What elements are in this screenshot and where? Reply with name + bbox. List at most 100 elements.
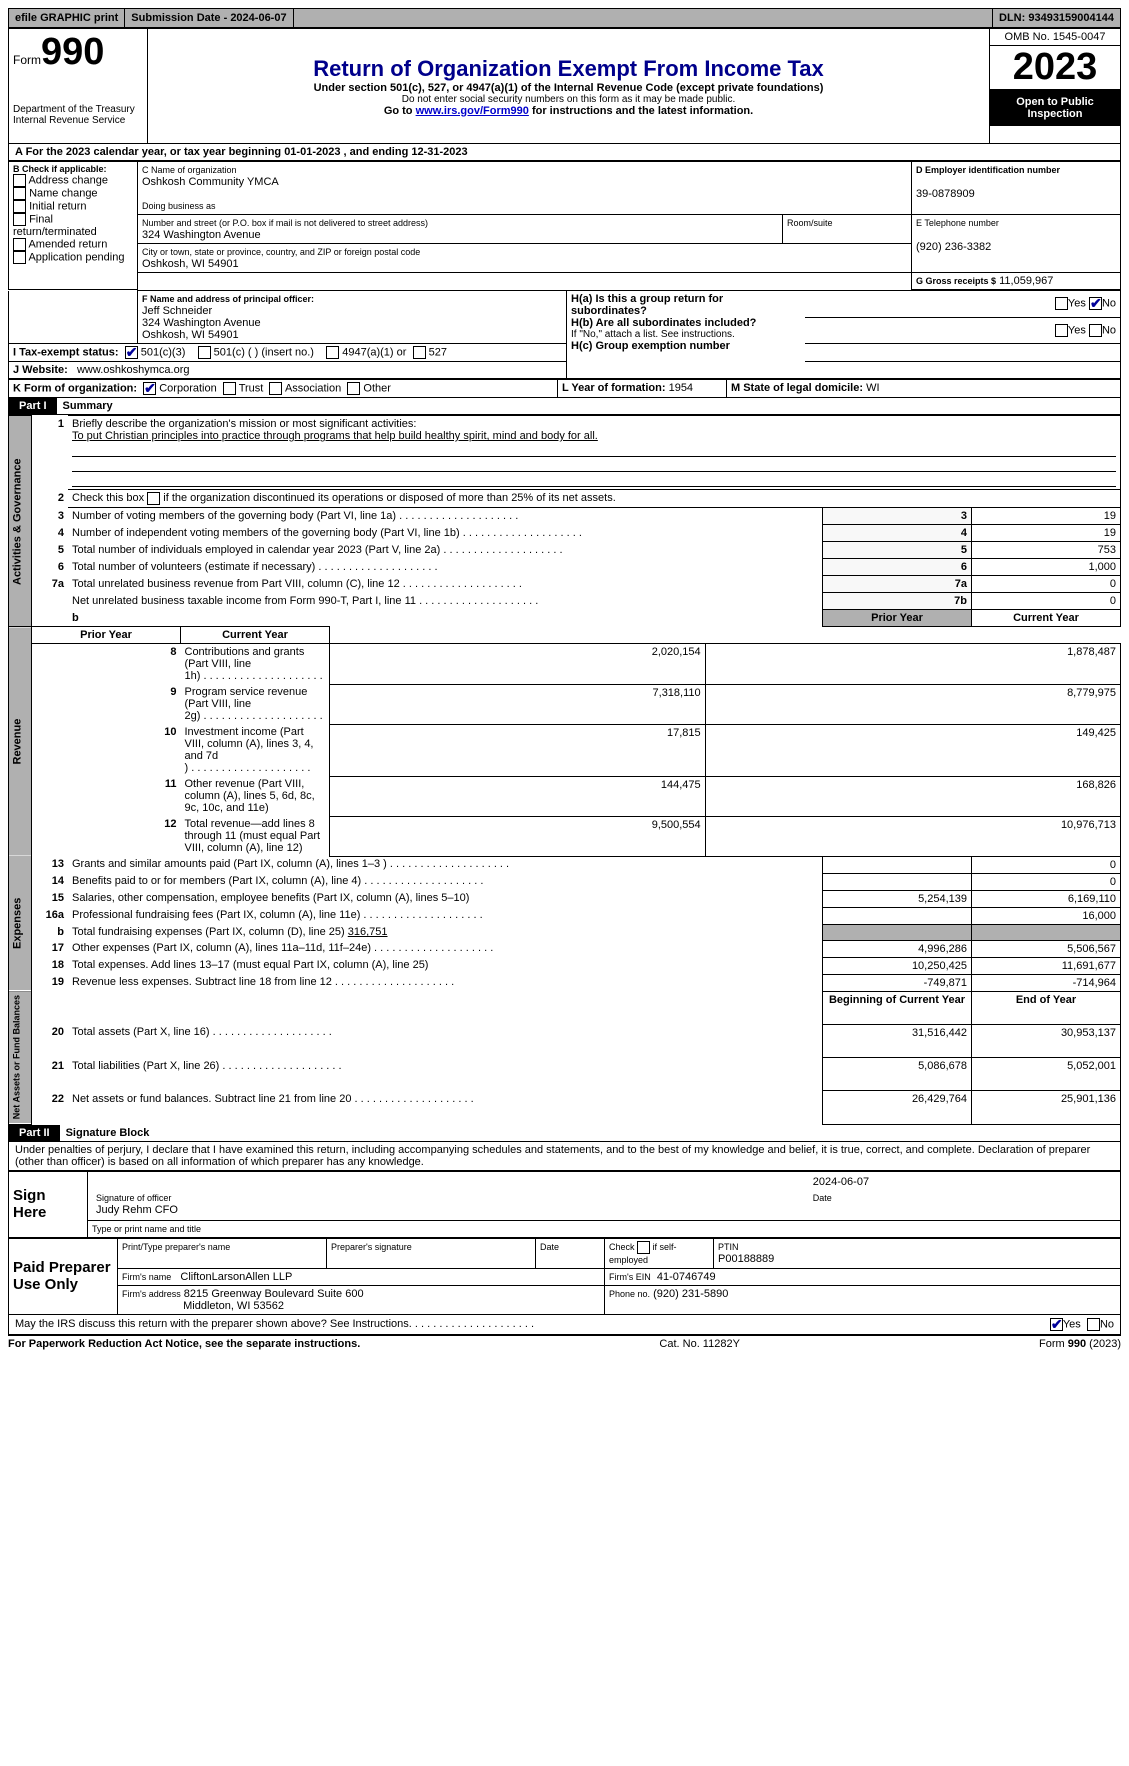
hb-yes[interactable] [1055,324,1068,337]
domicile-label: M State of legal domicile: [731,382,863,394]
cb-initial-return[interactable]: Initial return [13,200,133,213]
part1-title: Summary [57,398,119,414]
cb-address-change[interactable]: Address change [13,174,133,187]
netassets-table: Net Assets or Fund Balances Beginning of… [8,991,1121,1125]
ha-label: H(a) Is this a group return for subordin… [571,293,723,317]
gov-line-3: Number of voting members of the governin… [72,510,518,522]
discuss-yes[interactable] [1050,1318,1063,1331]
officer-label: F Name and address of principal officer: [142,294,314,304]
gov-val-7a: 0 [972,576,1121,593]
phone-label: E Telephone number [916,218,999,228]
domicile: WI [866,382,879,394]
cb-final-return[interactable]: Final return/terminated [13,213,133,238]
prep-name-label: Print/Type preparer's name [122,1242,230,1252]
efile-label: efile GRAPHIC print [9,9,125,27]
mission-text: To put Christian principles into practic… [72,430,598,442]
firm-ein-label: Firm's EIN [609,1272,651,1282]
ha-no[interactable] [1089,297,1102,310]
fh-block: F Name and address of principal officer:… [8,290,1121,379]
cb-corp[interactable] [143,382,156,395]
irs-label: Internal Revenue Service [13,115,143,126]
gross-value: 11,059,967 [999,275,1053,287]
na-line-22: Net assets or fund balances. Subtract li… [72,1093,474,1105]
paid-preparer-label: Paid Preparer Use Only [9,1238,118,1314]
firm-addr-label: Firm's address [122,1289,181,1299]
exp-line-13: Grants and similar amounts paid (Part IX… [72,858,509,870]
exp-line-16a: Professional fundraising fees (Part IX, … [72,909,483,921]
hdr-cy2: Current Year [181,627,330,644]
rev-line-11: Other revenue (Part VIII, column (A), li… [185,778,315,814]
form-org-label: K Form of organization: [13,382,137,394]
section-exp: Expenses [9,856,32,991]
hdr-prior-year: Prior Year [823,610,972,627]
ptin-label: PTIN [718,1242,739,1252]
cb-501c3[interactable] [125,346,138,359]
prep-sig-label: Preparer's signature [331,1242,412,1252]
subtitle-2: Do not enter social security numbers on … [152,94,985,105]
perjury-text: Under penalties of perjury, I declare th… [8,1142,1121,1171]
gov-line-6: Total number of volunteers (estimate if … [72,561,438,573]
gross-label: G Gross receipts $ [916,276,996,286]
subtitle-3: Go to www.irs.gov/Form990 for instructio… [152,105,985,117]
officer-sig-name: Judy Rehm CFO [96,1204,178,1216]
room-label: Room/suite [787,218,833,228]
footer-right: Form 990 (2023) [1039,1338,1121,1350]
cb-self-employed[interactable] [637,1241,650,1254]
na-line-20: Total assets (Part X, line 16) [72,1026,332,1038]
section-rev: Revenue [9,627,32,857]
cb-4947[interactable] [326,346,339,359]
phone-value: (920) 236-3382 [916,241,991,253]
cb-501c[interactable] [198,346,211,359]
cb-amended-return[interactable]: Amended return [13,238,133,251]
footer-left: For Paperwork Reduction Act Notice, see … [8,1338,360,1350]
part2-title: Signature Block [60,1125,156,1141]
gov-line-7b: Net unrelated business taxable income fr… [72,595,538,607]
firm-ein: 41-0746749 [657,1271,716,1283]
tax-year: 2023 [1013,46,1098,88]
cb-527[interactable] [413,346,426,359]
ptin-value: P00188889 [718,1253,774,1265]
subtitle-1: Under section 501(c), 527, or 4947(a)(1)… [152,82,985,94]
gov-line-4: Number of independent voting members of … [72,527,582,539]
exp-16b-val: 316,751 [348,926,388,938]
gov-val-6: 1,000 [972,559,1121,576]
cb-discontinued[interactable] [147,492,160,505]
irs-link[interactable]: www.irs.gov/Form990 [416,105,529,117]
submission-date: Submission Date - 2024-06-07 [125,9,293,27]
ha-yes[interactable] [1055,297,1068,310]
street-label: Number and street (or P.O. box if mail i… [142,218,428,228]
cb-app-pending[interactable]: Application pending [13,251,133,264]
box-b-label: B Check if applicable: [13,164,133,174]
hb-note: If "No," attach a list. See instructions… [571,329,801,340]
rev-line-8: Contributions and grants (Part VIII, lin… [185,646,323,682]
tax-exempt-label: I Tax-exempt status: [13,346,119,358]
line2-text: Check this box if the organization disco… [72,492,616,504]
sign-here-label: Sign Here [9,1171,88,1237]
dba-label: Doing business as [142,201,216,211]
hdr-bcy: Beginning of Current Year [823,991,972,1024]
cb-trust[interactable] [223,382,236,395]
prep-date-label: Date [540,1242,559,1252]
cb-other[interactable] [347,382,360,395]
open-public: Open to Public Inspection [990,90,1120,126]
discuss-no[interactable] [1087,1318,1100,1331]
sign-block: Sign Here 2024-06-07 Signature of office… [8,1171,1121,1238]
hb-label: H(b) Are all subordinates included? [571,317,756,329]
discuss-row: May the IRS discuss this return with the… [8,1315,1121,1335]
org-name-label: C Name of organization [142,165,237,175]
exp-line-19: Revenue less expenses. Subtract line 18 … [72,976,454,988]
cb-name-change[interactable]: Name change [13,187,133,200]
gov-line-7a: Total unrelated business revenue from Pa… [72,578,522,590]
line-a: A For the 2023 calendar year, or tax yea… [8,144,1121,161]
firm-addr2: Middleton, WI 53562 [183,1300,284,1312]
dept-treasury: Department of the Treasury [13,104,143,115]
part1-num: Part I [9,398,57,414]
firm-phone-label: Phone no. [609,1289,650,1299]
dln: DLN: 93493159004144 [992,9,1120,27]
cb-assoc[interactable] [269,382,282,395]
street: 324 Washington Avenue [142,229,261,241]
gov-table: Activities & Governance 1 Briefly descri… [8,415,1121,627]
officer-addr1: 324 Washington Avenue [142,317,261,329]
type-name-label: Type or print name and title [92,1224,201,1234]
hb-no[interactable] [1089,324,1102,337]
